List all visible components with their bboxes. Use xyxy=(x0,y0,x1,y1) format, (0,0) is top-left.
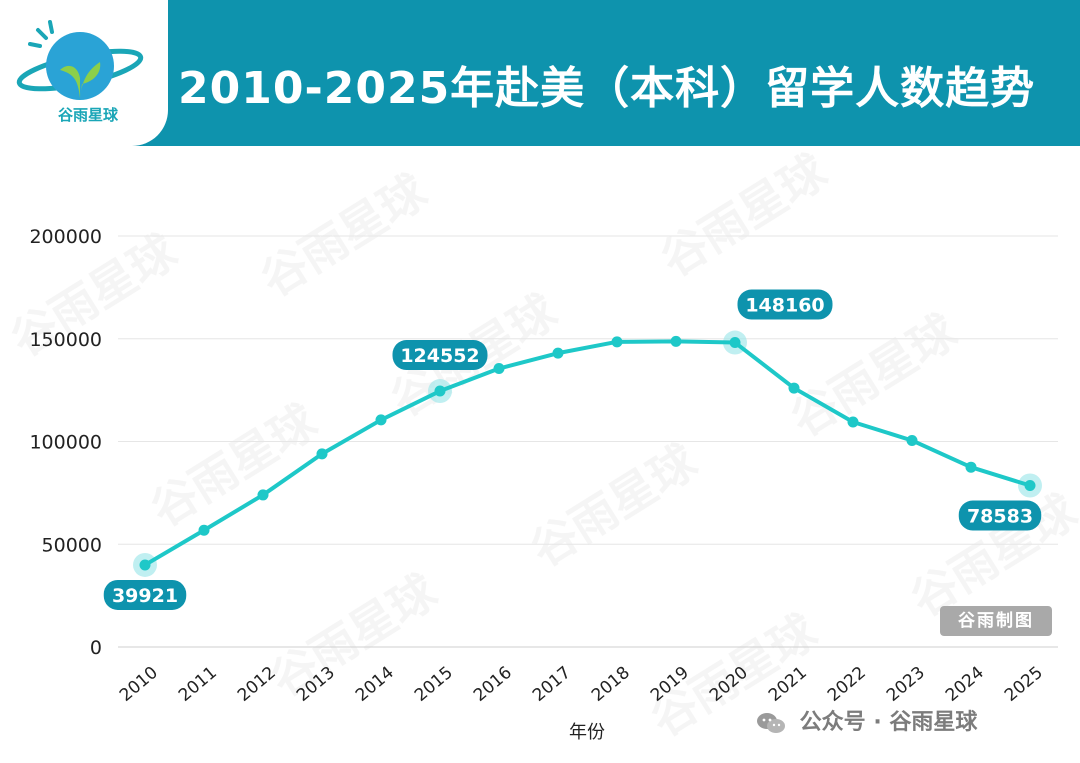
data-point xyxy=(906,434,918,446)
x-tick-label: 2021 xyxy=(765,663,811,706)
x-tick-label: 2025 xyxy=(1001,663,1047,706)
x-tick-label: 2018 xyxy=(588,663,634,706)
data-label-bubble xyxy=(737,289,833,320)
x-tick-label: 2019 xyxy=(647,663,693,706)
x-tick-label: 2012 xyxy=(234,663,280,706)
data-point xyxy=(670,335,682,347)
x-axis-label: 年份 xyxy=(569,722,605,743)
y-tick-label: 200000 xyxy=(29,226,102,248)
x-tick-label: 2016 xyxy=(470,663,516,706)
x-tick-label: 2017 xyxy=(529,663,575,706)
data-point xyxy=(965,461,977,473)
data-point xyxy=(788,382,800,394)
y-tick-label: 50000 xyxy=(42,534,102,556)
series-line xyxy=(143,339,1031,567)
x-tick-label: 2015 xyxy=(411,663,457,706)
data-label-bubble xyxy=(103,579,187,610)
x-tick-label: 2011 xyxy=(175,663,221,706)
data-point xyxy=(493,363,505,375)
y-tick-label: 0 xyxy=(90,637,102,659)
logo: 谷雨星球 xyxy=(0,0,168,146)
data-label-bubble xyxy=(958,500,1042,531)
data-point xyxy=(257,489,269,501)
data-point xyxy=(552,347,564,359)
data-point xyxy=(198,524,210,536)
data-label: 78583 xyxy=(967,506,1033,528)
data-point xyxy=(375,414,387,426)
data-point xyxy=(434,385,446,397)
x-tick-label: 2022 xyxy=(824,663,870,706)
x-tick-label: 2020 xyxy=(706,663,752,706)
page-title: 2010-2025年赴美（本科）留学人数趋势 xyxy=(178,63,1036,114)
wechat-icon xyxy=(757,713,785,733)
planet-sprout-logo-icon xyxy=(16,20,144,100)
footer-source: 公众号 · 谷雨星球 xyxy=(756,704,977,736)
x-tick-label: 2023 xyxy=(883,663,929,706)
x-tick-label: 2024 xyxy=(942,663,988,706)
x-tick-label: 2014 xyxy=(352,663,398,706)
data-label: 39921 xyxy=(112,585,178,607)
data-point xyxy=(611,336,623,348)
data-point xyxy=(729,337,741,349)
header-banner: 谷雨星球 2010-2025年赴美（本科）留学人数趋势 xyxy=(0,0,1080,146)
footer-source-text: 公众号 · 谷雨星球 xyxy=(799,710,978,735)
data-label: 124552 xyxy=(400,345,479,367)
x-tick-label: 2010 xyxy=(116,663,162,706)
brand-name: 谷雨星球 xyxy=(57,106,118,124)
data-point xyxy=(847,416,859,428)
data-point xyxy=(1024,480,1036,492)
data-label: 148160 xyxy=(745,295,824,317)
credit-badge: 谷雨制图 xyxy=(940,606,1052,636)
data-point xyxy=(139,559,151,571)
y-tick-label: 100000 xyxy=(29,432,102,454)
x-tick-label: 2013 xyxy=(293,663,339,706)
y-tick-label: 150000 xyxy=(29,329,102,351)
data-point xyxy=(316,448,328,460)
data-label-bubble xyxy=(392,340,488,371)
